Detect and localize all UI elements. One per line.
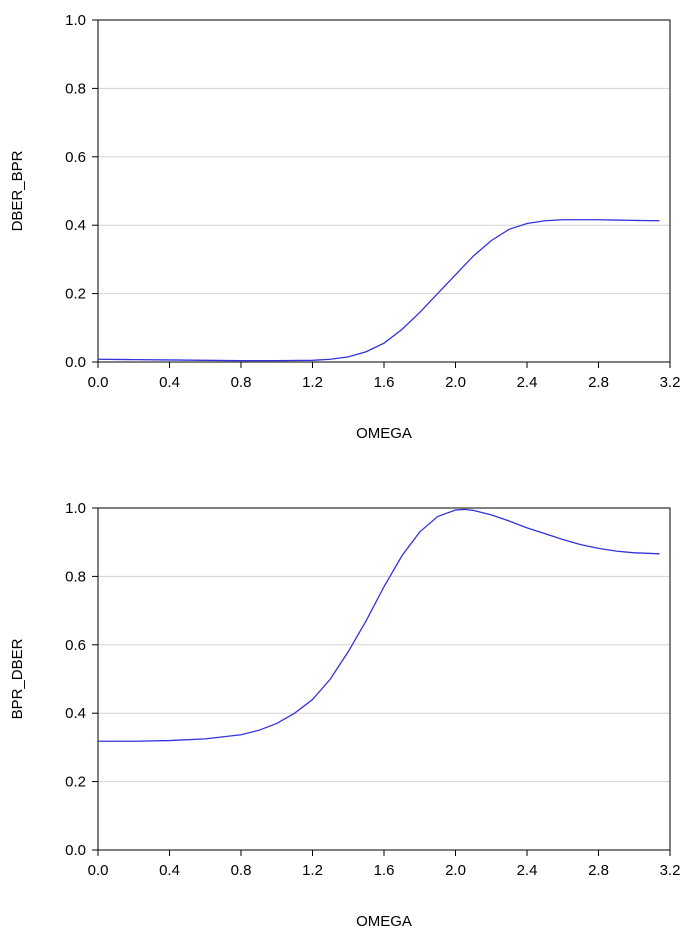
y-tick-label-5: 1.0 [65,12,86,29]
x-tick-label-6: 2.4 [517,862,538,879]
x-tick-label-3: 1.2 [302,862,323,879]
x-tick-label-8: 3.2 [660,374,681,391]
x-tick-label-0: 0.0 [88,374,109,391]
y-axis-title: DBER_BPR [9,150,26,231]
y-tick-label-4: 0.8 [65,80,86,97]
x-axis-title: OMEGA [356,425,412,442]
y-tick-label-1: 0.2 [65,286,86,303]
x-tick-label-2: 0.8 [231,374,252,391]
y-tick-label-3: 0.6 [65,637,86,654]
y-tick-label-1: 0.2 [65,774,86,791]
plot-frame [97,19,671,363]
series-line-0 [98,508,660,742]
y-tick-label-2: 0.4 [65,705,86,722]
x-tick-label-1: 0.4 [159,862,180,879]
y-tick-label-0: 0.0 [65,842,86,859]
x-tick-label-4: 1.6 [374,862,395,879]
x-tick-label-5: 2.0 [445,862,466,879]
y-tick-label-0: 0.0 [65,354,86,371]
x-tick-label-4: 1.6 [374,374,395,391]
y-tick-label-4: 0.8 [65,568,86,585]
x-tick-label-8: 3.2 [660,862,681,879]
y-tick-label-5: 1.0 [65,500,86,517]
x-tick-label-7: 2.8 [588,862,609,879]
x-axis-title: OMEGA [356,913,412,930]
x-tick-label-7: 2.8 [588,374,609,391]
x-tick-label-3: 1.2 [302,374,323,391]
y-tick-label-3: 0.6 [65,149,86,166]
x-tick-label-0: 0.0 [88,862,109,879]
series-line-0 [97,219,660,362]
x-tick-label-5: 2.0 [445,374,466,391]
bottom-chart-panel: 0.0 0.2 0.4 0.6 0.8 1.0 0.0 0.4 0.8 1.2 1.6 2.0 2.4 2… [9,500,680,930]
y-tick-label-2: 0.4 [65,217,86,234]
plot-frame [97,507,671,851]
x-tick-label-1: 0.4 [159,374,180,391]
x-tick-label-2: 0.8 [231,862,252,879]
top-chart-panel: 0.0 0.2 0.4 0.6 0.8 1.0 0.0 0.4 0.8 1.2 1.6 2.0 2.4 2… [9,12,680,442]
x-tick-label-6: 2.4 [517,374,538,391]
y-axis-title: BPR_DBER [9,638,26,719]
